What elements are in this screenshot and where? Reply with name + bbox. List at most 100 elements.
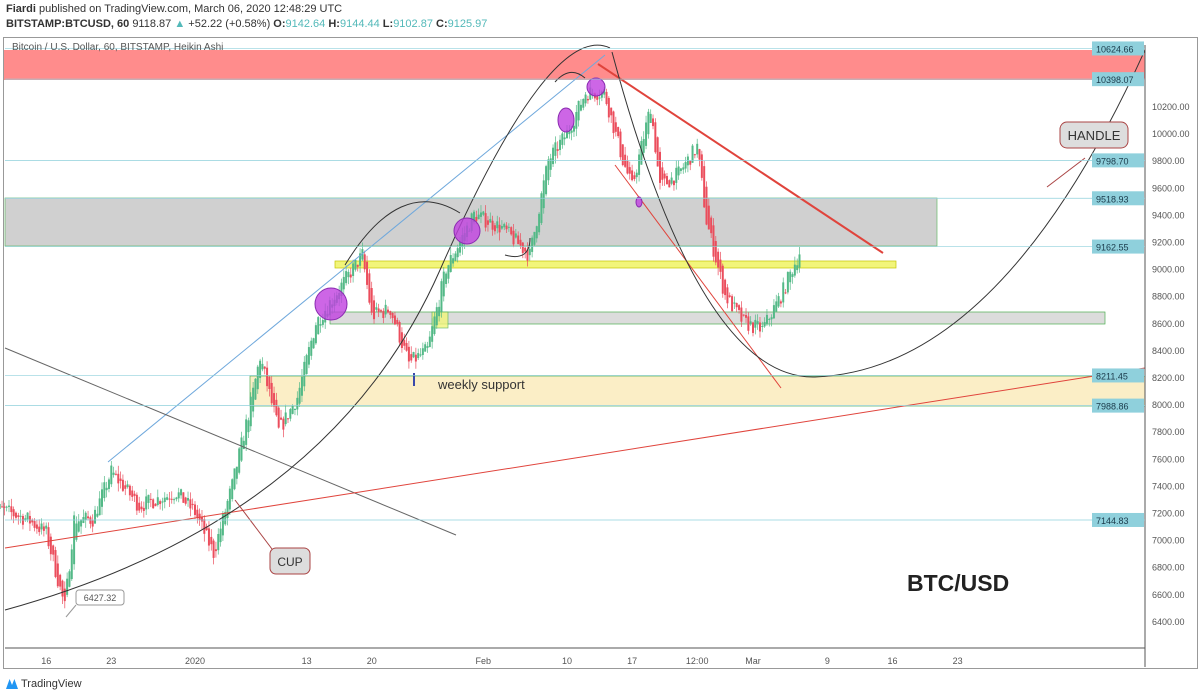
candle-body xyxy=(547,159,550,181)
candle-body xyxy=(19,515,22,517)
candle-body xyxy=(361,249,364,260)
red-support-line xyxy=(4,367,1146,549)
candle-body xyxy=(396,319,399,325)
candle-body xyxy=(496,221,499,229)
candle-body xyxy=(273,393,276,407)
y-tick-label: 7000.00 xyxy=(1152,536,1185,546)
candle-body xyxy=(14,512,17,518)
candle-body xyxy=(49,536,52,555)
candle-body xyxy=(126,484,129,488)
candle-body xyxy=(214,549,217,552)
handle-pointer xyxy=(1046,157,1086,188)
candle-body xyxy=(400,332,403,349)
candle-body xyxy=(431,326,434,342)
candle-body xyxy=(368,273,371,303)
candle-body xyxy=(526,249,529,261)
arrow-arc-2 xyxy=(504,237,531,258)
y-tick-label: 6600.00 xyxy=(1152,590,1185,600)
candle-body xyxy=(321,320,324,325)
candle-body xyxy=(68,571,71,587)
y-tick-label: 9400.00 xyxy=(1152,210,1185,220)
candle-body xyxy=(347,271,350,278)
level-badge xyxy=(1092,368,1144,383)
candle-body xyxy=(493,225,496,232)
marker-circle xyxy=(314,287,348,321)
candle-body xyxy=(533,231,536,245)
y-tick-label: 7400.00 xyxy=(1152,481,1185,491)
y-tick-label: 6400.00 xyxy=(1152,617,1185,627)
candle-body xyxy=(438,306,441,317)
candle-body xyxy=(142,507,145,511)
candle-body xyxy=(112,472,115,475)
tradingview-logo[interactable]: TradingView xyxy=(6,678,82,690)
gray-trendline xyxy=(4,347,457,536)
candle-body xyxy=(147,494,150,503)
marker-circle xyxy=(453,217,481,245)
candle-body xyxy=(612,111,615,134)
candle-body xyxy=(266,367,269,387)
candle-body xyxy=(617,127,620,137)
candle-body xyxy=(203,519,206,534)
candle-body xyxy=(656,137,659,167)
cup-pointer xyxy=(234,499,276,554)
candle-body xyxy=(519,239,522,246)
candle-body xyxy=(259,360,262,378)
x-tick-label: 20 xyxy=(367,656,377,666)
candle-body xyxy=(500,226,503,229)
candle-body xyxy=(705,186,708,225)
candle-body xyxy=(94,509,97,524)
candle-body xyxy=(117,473,120,484)
candle-body xyxy=(749,321,752,324)
candle-body xyxy=(540,193,543,224)
candle-body xyxy=(119,478,122,481)
candle-body xyxy=(231,479,234,500)
candle-body xyxy=(665,176,668,185)
y-tick-label: 8800.00 xyxy=(1152,292,1185,302)
candle-body xyxy=(268,376,271,389)
candle-body xyxy=(703,166,706,208)
candle-body xyxy=(296,397,299,410)
candle-body xyxy=(717,251,720,268)
candle-body xyxy=(563,137,566,140)
candle-body xyxy=(514,233,517,238)
candle-body xyxy=(156,497,159,505)
candle-body xyxy=(603,89,606,95)
candle-body xyxy=(233,468,236,490)
candle-body xyxy=(73,515,76,565)
candle-body xyxy=(459,241,462,253)
candle-body xyxy=(380,310,382,312)
publish-info: Fiardi published on TradingView.com, Mar… xyxy=(6,3,342,15)
published-text: published on TradingView.com, March 06, … xyxy=(39,3,343,15)
candle-body xyxy=(384,304,387,315)
candle-body xyxy=(403,340,406,346)
candle-body xyxy=(342,276,345,290)
level-label: 7144.83 xyxy=(1096,516,1129,526)
candle-body xyxy=(300,376,303,396)
level-label: 9162.55 xyxy=(1096,243,1129,253)
candle-body xyxy=(407,346,410,362)
candle-body xyxy=(586,98,589,101)
candle-body xyxy=(98,498,101,516)
candle-body xyxy=(256,366,259,390)
candle-body xyxy=(303,361,306,387)
pair-label: BTC/USD xyxy=(907,570,1009,596)
candle-body xyxy=(484,213,487,228)
candle-body xyxy=(359,253,362,266)
level-badge xyxy=(1092,41,1144,56)
candle-body xyxy=(628,167,631,174)
candle-body xyxy=(445,273,448,284)
x-tick-label: 23 xyxy=(953,656,963,666)
candle-body xyxy=(747,316,750,331)
candle-body xyxy=(177,492,180,499)
x-tick-label: 9 xyxy=(825,656,830,666)
marker-circle xyxy=(586,77,606,97)
candle-body xyxy=(189,499,192,509)
candle-body xyxy=(40,523,43,530)
candle-body xyxy=(652,118,655,127)
candle-body xyxy=(740,307,743,322)
candle-body xyxy=(584,94,587,104)
candle-body xyxy=(135,494,138,511)
candle-body xyxy=(31,519,34,523)
y-tick-label: 9800.00 xyxy=(1152,156,1185,166)
